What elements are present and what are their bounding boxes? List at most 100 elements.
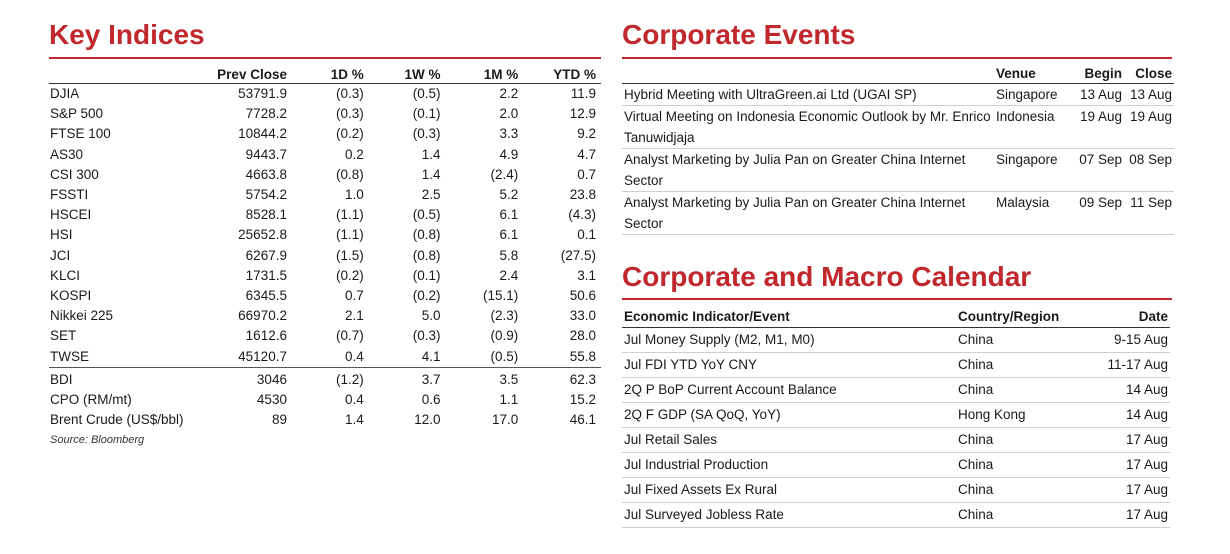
calendar-row: Jul Surveyed Jobless Rate China 17 Aug <box>622 502 1170 528</box>
index-row: Nikkei 225 66970.2 2.1 5.0 (2.3) 33.0 <box>49 306 601 326</box>
commodity-row: BDI 3046 (1.2) 3.7 3.5 62.3 <box>49 367 601 390</box>
change-1w-cell: 0.6 <box>421 391 441 407</box>
index-name: HSI <box>50 227 73 243</box>
index-name: CSI 300 <box>50 166 99 182</box>
ki-col-1w: 1W % <box>368 66 446 84</box>
change-ytd-cell: 50.6 <box>569 287 596 303</box>
change-1m-cell: 17.0 <box>491 412 519 428</box>
prev-close-cell: 7728.2 <box>245 106 287 122</box>
prev-close-cell: 66970.2 <box>238 308 287 324</box>
calendar-row: 2Q P BoP Current Account Balance China 14 … <box>622 377 1170 403</box>
change-1m-cell: 1.1 <box>499 391 519 407</box>
calendar-date: 17 Aug <box>1090 502 1170 528</box>
index-name: Nikkei 225 <box>50 308 114 324</box>
change-1d-cell: 2.1 <box>344 308 364 324</box>
change-1w-cell: 1.4 <box>421 146 441 162</box>
event-row: Analyst Marketing by Julia Pan on Greate… <box>622 191 1174 235</box>
change-1d-cell: (0.8) <box>335 166 364 182</box>
change-ytd-cell: 11.9 <box>570 86 596 102</box>
index-name: TWSE <box>49 346 203 368</box>
change-1d-cell: (0.3) <box>335 86 364 102</box>
mc-col-event: Economic Indicator/Event <box>622 306 956 328</box>
event-row: Virtual Meeting on Indonesia Economic Ou… <box>622 105 1174 149</box>
calendar-date: 14 Aug <box>1090 402 1170 428</box>
prev-close-cell: 4530 <box>256 391 287 407</box>
index-name: AS30 <box>50 146 84 162</box>
change-ytd-cell: 0.1 <box>577 227 596 243</box>
change-1w-cell: (0.8) <box>412 227 441 243</box>
mc-col-country: Country/Region <box>956 306 1090 328</box>
change-1m-cell: (0.9) <box>490 328 519 344</box>
key-indices-source: Source: Bloomberg <box>50 434 145 446</box>
ki-col-1d: 1D % <box>291 66 369 84</box>
event-begin: 09 Sep <box>1066 191 1124 235</box>
change-1d-cell: 0.2 <box>344 146 364 162</box>
change-1w-cell: (0.1) <box>412 106 441 122</box>
event-name: Virtual Meeting on Indonesia Economic Ou… <box>622 105 994 149</box>
index-name: Brent Crude (US$/bbl) <box>50 412 184 428</box>
event-venue: Indonesia <box>994 105 1066 149</box>
index-row: CSI 300 4663.8 (0.8) 1.4 (2.4) 0.7 <box>49 165 601 185</box>
prev-close-cell: 4663.8 <box>245 166 287 182</box>
change-ytd-cell: 4.7 <box>577 146 596 162</box>
index-name: S&P 500 <box>50 106 104 122</box>
index-row: AS30 9443.7 0.2 1.4 4.9 4.7 <box>49 145 601 165</box>
change-1w-cell: (0.3) <box>412 126 441 142</box>
change-1m-cell: (15.1) <box>482 287 519 303</box>
change-1m-cell: 6.1 <box>499 227 519 243</box>
calendar-event: 2Q F GDP (SA QoQ, YoY) <box>622 402 956 428</box>
calendar-country: China <box>956 502 1090 528</box>
macro-calendar-table: Economic Indicator/Event Country/Region … <box>622 306 1170 528</box>
calendar-date: 17 Aug <box>1090 427 1170 453</box>
prev-close-cell: 1731.5 <box>245 267 287 283</box>
calendar-row: Jul Money Supply (M2, M1, M0) China 9-15 A… <box>622 327 1170 353</box>
change-1m-cell: (0.5) <box>445 346 524 368</box>
change-ytd-cell: 9.2 <box>577 126 596 142</box>
index-name: KLCI <box>50 267 81 283</box>
key-indices-rule <box>49 57 601 59</box>
index-row: SET 1612.6 (0.7) (0.3) (0.9) 28.0 <box>49 326 601 346</box>
change-1w-cell: 3.7 <box>421 371 441 387</box>
event-row: Hybrid Meeting with UltraGreen.ai Ltd (U… <box>622 83 1174 106</box>
prev-close-cell: 6267.9 <box>245 247 287 263</box>
index-row: TWSE 45120.7 0.4 4.1 (0.5) 55.8 <box>49 346 601 368</box>
mc-col-date: Date <box>1090 306 1170 328</box>
change-1d-cell: (0.3) <box>335 106 364 122</box>
change-1m-cell: 5.8 <box>499 247 519 263</box>
event-name: Analyst Marketing by Julia Pan on Greate… <box>622 191 994 235</box>
change-ytd-cell: 46.1 <box>569 412 596 428</box>
prev-close-cell: 3046 <box>256 371 287 387</box>
index-name: HSCEI <box>50 207 92 223</box>
change-1w-cell: 5.0 <box>421 308 441 324</box>
index-name: SET <box>50 328 77 344</box>
change-1m-cell: 3.3 <box>499 126 519 142</box>
calendar-event: Jul Surveyed Jobless Rate <box>622 502 956 528</box>
prev-close-cell: 10844.2 <box>238 126 287 142</box>
change-ytd-cell: 28.0 <box>569 328 596 344</box>
change-1w-cell: (0.5) <box>412 86 441 102</box>
change-1d-cell: (1.1) <box>335 227 364 243</box>
change-1w-cell: (0.8) <box>412 247 441 263</box>
prev-close-cell: 89 <box>271 412 287 428</box>
index-name: FTSE 100 <box>50 126 111 142</box>
macro-calendar-body: Jul Money Supply (M2, M1, M0) China 9-15 A… <box>622 327 1170 528</box>
change-1d-cell: 0.4 <box>291 346 369 368</box>
calendar-country: China <box>956 452 1090 478</box>
change-ytd-cell: 0.7 <box>577 166 596 182</box>
ki-col-prev-close: Prev Close <box>202 66 292 84</box>
change-1m-cell: 2.0 <box>499 106 519 122</box>
calendar-date: 17 Aug <box>1090 452 1170 478</box>
key-indices-header-row: Prev Close 1D % 1W % 1M % YTD % <box>49 66 601 84</box>
corporate-events-title: Corporate Events <box>622 19 856 50</box>
index-name: JCI <box>50 247 71 263</box>
event-venue: Malaysia <box>994 191 1066 235</box>
calendar-date: 11-17 Aug <box>1090 352 1170 378</box>
event-begin: 07 Sep <box>1066 148 1124 192</box>
change-1w-cell: (0.5) <box>412 207 441 223</box>
index-row: HSCEI 8528.1 (1.1) (0.5) 6.1 (4.3) <box>49 205 601 225</box>
calendar-row: Jul Industrial Production China 17 Aug <box>622 452 1170 478</box>
change-1d-cell: (0.2) <box>335 126 364 142</box>
event-begin: 19 Aug <box>1066 105 1124 149</box>
calendar-row: Jul FDI YTD YoY CNY China 11-17 Aug <box>622 352 1170 378</box>
calendar-country: China <box>956 477 1090 503</box>
